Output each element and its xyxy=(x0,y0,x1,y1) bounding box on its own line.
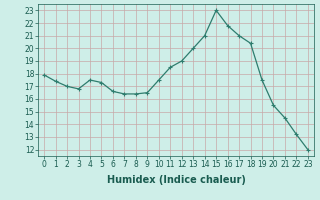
X-axis label: Humidex (Indice chaleur): Humidex (Indice chaleur) xyxy=(107,175,245,185)
